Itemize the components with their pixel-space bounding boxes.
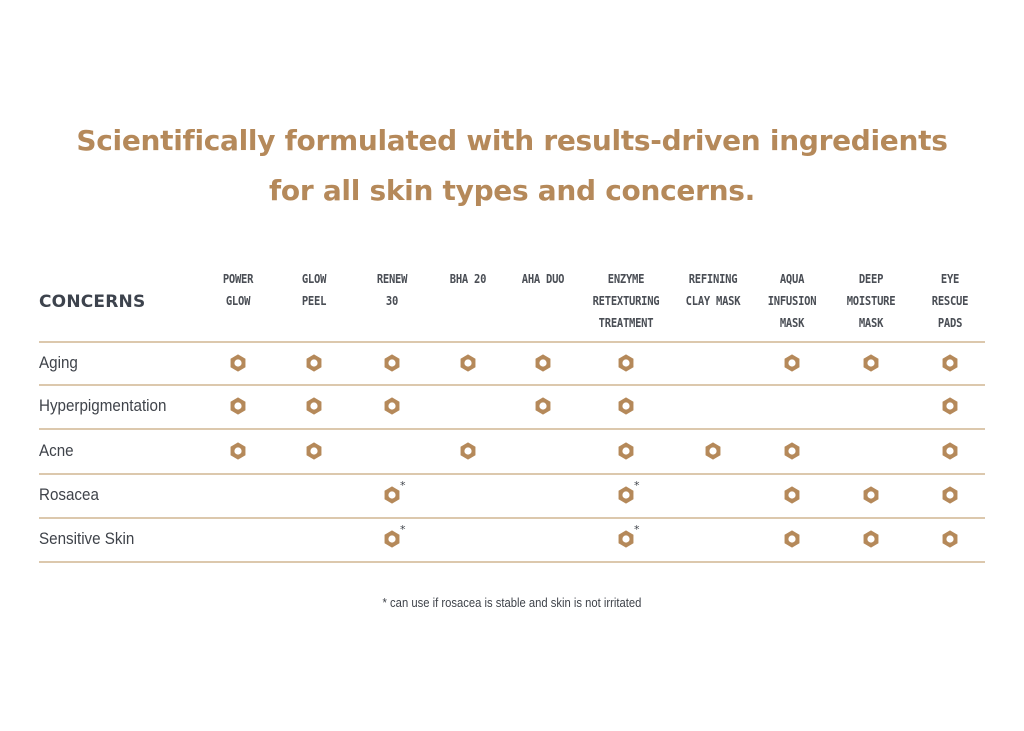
recommended-mark-icon bbox=[304, 396, 324, 416]
column-header-line: GLOW bbox=[225, 293, 251, 308]
row-divider bbox=[39, 473, 985, 475]
recommended-mark-icon bbox=[228, 441, 248, 461]
row-divider bbox=[39, 517, 985, 519]
recommended-mark-icon bbox=[782, 485, 802, 505]
column-header-line: MASK bbox=[779, 315, 805, 330]
footnote-asterisk: * bbox=[634, 479, 640, 492]
column-header-line: RETEXTURING bbox=[592, 293, 660, 308]
recommended-mark-icon bbox=[458, 441, 478, 461]
column-header-line: ENZYME bbox=[607, 271, 645, 286]
concern-label-aging: Aging bbox=[39, 353, 78, 372]
column-header-line: BHA 20 bbox=[449, 271, 487, 286]
recommended-mark-icon bbox=[616, 396, 636, 416]
column-header-line: CLAY MASK bbox=[685, 293, 741, 308]
recommended-mark-icon bbox=[382, 529, 402, 549]
headline: Scientifically formulated with results-d… bbox=[0, 116, 1024, 216]
column-header-line: TREATMENT bbox=[598, 315, 654, 330]
column-header-eye-rescue-pads: EYE RESCUE PADS bbox=[910, 268, 991, 334]
column-header-line: 30 bbox=[385, 293, 399, 308]
recommended-mark-icon bbox=[861, 529, 881, 549]
column-header-refining-clay-mask: REFINING CLAY MASK bbox=[673, 268, 754, 312]
recommended-mark-icon bbox=[940, 353, 960, 373]
recommended-mark-icon bbox=[616, 529, 636, 549]
column-header-aha-duo: AHA DUO bbox=[503, 268, 584, 290]
column-header-glow-peel: GLOW PEEL bbox=[274, 268, 355, 312]
column-header-line: INFUSION bbox=[767, 293, 817, 308]
recommended-mark-icon bbox=[304, 441, 324, 461]
recommended-mark-icon bbox=[861, 353, 881, 373]
concern-label-rosacea: Rosacea bbox=[39, 486, 99, 504]
recommended-mark-icon bbox=[304, 353, 324, 373]
recommended-mark-icon bbox=[228, 353, 248, 373]
row-divider bbox=[39, 428, 985, 430]
recommended-mark-icon bbox=[782, 441, 802, 461]
column-header-enzyme-retexturing-treatment: ENZYME RETEXTURING TREATMENT bbox=[586, 268, 667, 334]
recommended-mark-icon bbox=[782, 353, 802, 373]
recommended-mark-icon bbox=[382, 353, 402, 373]
recommended-mark-icon bbox=[382, 396, 402, 416]
recommended-mark-icon bbox=[940, 441, 960, 461]
column-header-line: AQUA bbox=[779, 271, 805, 286]
recommended-mark-icon bbox=[703, 441, 723, 461]
column-header-line: REFINING bbox=[688, 271, 738, 286]
recommended-mark-icon bbox=[616, 485, 636, 505]
headline-line-1: Scientifically formulated with results-d… bbox=[76, 124, 948, 157]
footnote-asterisk: * bbox=[400, 479, 406, 492]
column-header-line: PADS bbox=[937, 315, 963, 330]
row-divider bbox=[39, 561, 985, 563]
column-header-line: DEEP bbox=[858, 271, 884, 286]
footnote: * can use if rosacea is stable and skin … bbox=[382, 596, 642, 610]
column-header-line: EYE bbox=[940, 271, 960, 286]
concern-label-hyperpigmentation: Hyperpigmentation bbox=[39, 397, 167, 415]
recommended-mark-icon bbox=[533, 396, 553, 416]
footnote-asterisk: * bbox=[400, 523, 406, 536]
recommended-mark-icon bbox=[782, 529, 802, 549]
column-header-power-glow: POWER GLOW bbox=[198, 268, 279, 312]
column-header-bha-20: BHA 20 bbox=[428, 268, 509, 290]
column-header-aqua-infusion-mask: AQUA INFUSION MASK bbox=[752, 268, 833, 334]
column-header-line: GLOW bbox=[301, 271, 327, 286]
column-header-line: MASK bbox=[858, 315, 884, 330]
recommended-mark-icon bbox=[940, 396, 960, 416]
recommended-mark-icon bbox=[616, 353, 636, 373]
column-header-line: POWER bbox=[222, 271, 254, 286]
recommended-mark-icon bbox=[382, 485, 402, 505]
recommended-mark-icon bbox=[533, 353, 553, 373]
headline-line-2: for all skin types and concerns. bbox=[269, 174, 755, 207]
row-divider bbox=[39, 341, 985, 343]
footnote-asterisk: * bbox=[634, 523, 640, 536]
concern-label-sensitive-skin: Sensitive Skin bbox=[39, 530, 135, 548]
column-header-line: PEEL bbox=[301, 293, 327, 308]
concern-label-acne: Acne bbox=[39, 441, 74, 460]
recommended-mark-icon bbox=[458, 353, 478, 373]
recommended-mark-icon bbox=[616, 441, 636, 461]
recommended-mark-icon bbox=[940, 485, 960, 505]
row-divider bbox=[39, 384, 985, 386]
recommended-mark-icon bbox=[861, 485, 881, 505]
column-header-line: AHA DUO bbox=[521, 271, 565, 286]
column-header-line: MOISTURE bbox=[846, 293, 896, 308]
column-header-deep-moisture-mask: DEEP MOISTURE MASK bbox=[831, 268, 912, 334]
concerns-heading: CONCERNS bbox=[39, 292, 146, 312]
recommended-mark-icon bbox=[228, 396, 248, 416]
column-header-renew-30: RENEW 30 bbox=[352, 268, 433, 312]
recommended-mark-icon bbox=[940, 529, 960, 549]
column-header-line: RENEW bbox=[376, 271, 408, 286]
column-header-line: RESCUE bbox=[931, 293, 969, 308]
